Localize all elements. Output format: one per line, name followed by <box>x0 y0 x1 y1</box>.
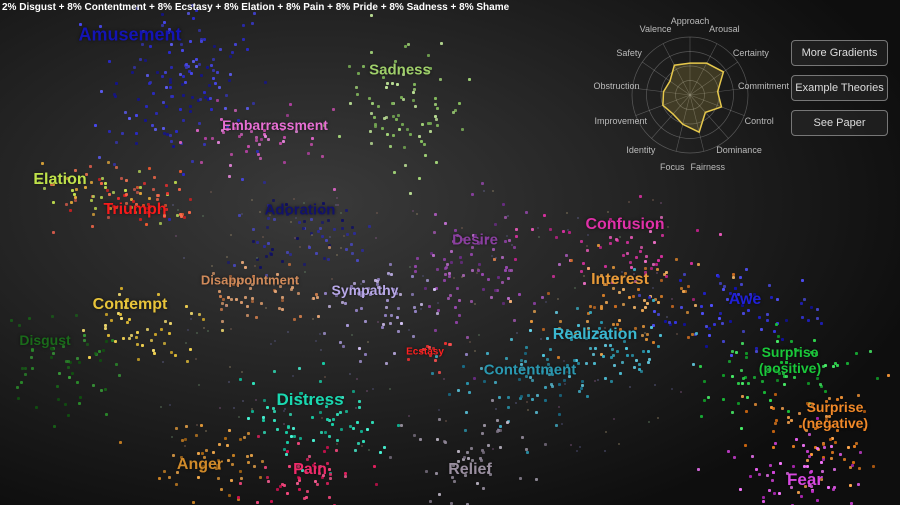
radar-axis-focus: Focus <box>660 162 685 172</box>
cluster-fear[interactable] <box>685 412 895 505</box>
see-paper-button[interactable]: See Paper <box>791 110 888 136</box>
mixture-readout: 2% Disgust + 8% Contentment + 8% Ecstasy… <box>2 2 509 13</box>
radar-axis-commitment: Commitment <box>738 81 789 91</box>
more-gradients-button[interactable]: More Gradients <box>791 40 888 66</box>
radar-axis-improvement: Improvement <box>595 116 648 126</box>
radar-axis-valence: Valence <box>640 24 672 34</box>
radar-axis-identity: Identity <box>626 145 655 155</box>
radar-axis-obstruction: Obstruction <box>594 81 640 91</box>
radar-axis-certainty: Certainty <box>733 48 769 58</box>
radar-axis-control: Control <box>745 116 774 126</box>
radar-axis-dominance: Dominance <box>716 145 762 155</box>
radar-axis-safety: Safety <box>616 48 642 58</box>
radar-axis-approach: Approach <box>671 16 710 26</box>
emotion-map-stage: 2% Disgust + 8% Contentment + 8% Ecstasy… <box>0 0 900 505</box>
example-theories-button[interactable]: Example Theories <box>791 75 888 101</box>
radar-axis-fairness: Fairness <box>690 162 725 172</box>
radar-axis-arousal: Arousal <box>709 24 740 34</box>
background-noise <box>160 190 680 450</box>
